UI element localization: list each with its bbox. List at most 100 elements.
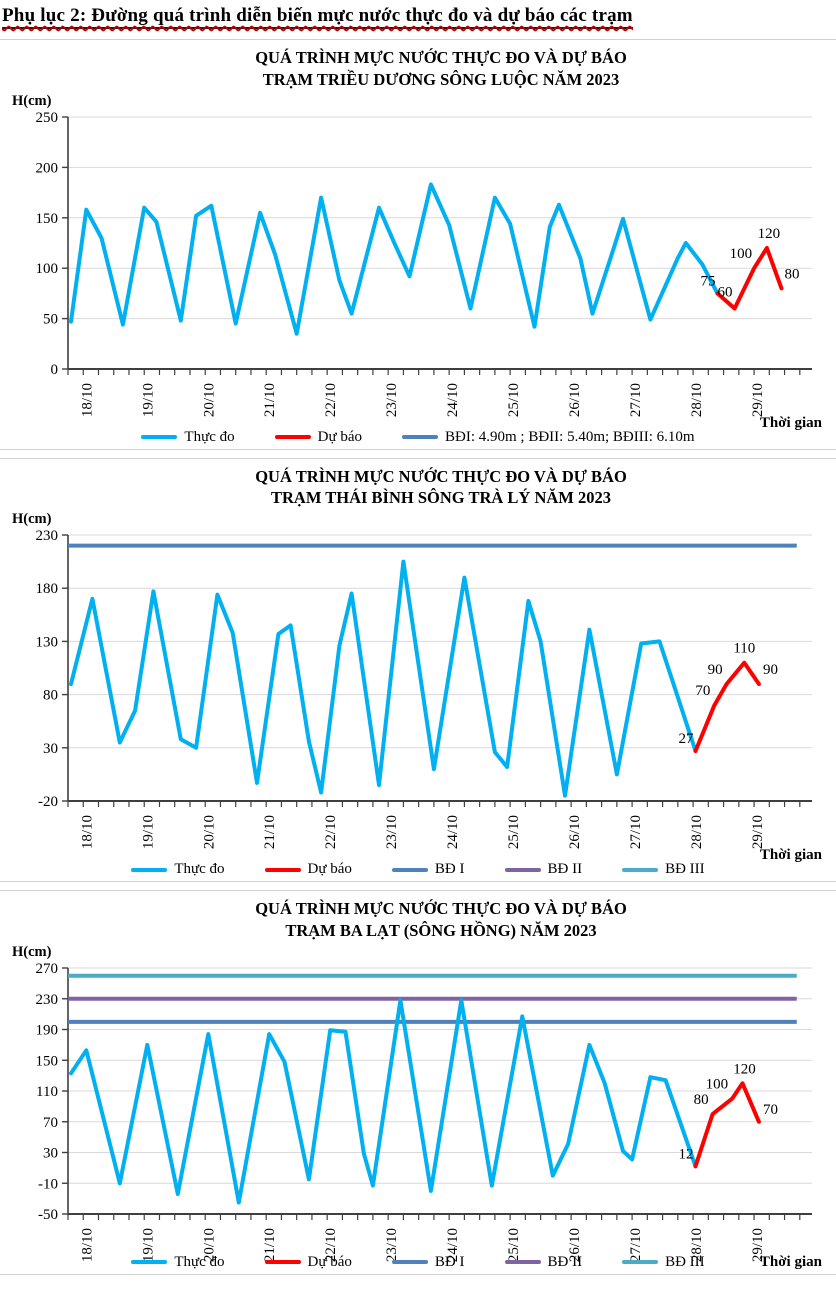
x-date-label: 19/10	[140, 383, 156, 417]
legend-item: Thực đo	[141, 429, 235, 446]
forecast-line	[715, 245, 784, 311]
x-date-label: 21/10	[262, 1228, 278, 1262]
chart-title: QUÁ TRÌNH MỰC NƯỚC THỰC ĐO VÀ DỰ BÁO TRẠ…	[0, 898, 836, 942]
x-date-label: 29/10	[750, 1228, 766, 1262]
y-tick-label: 100	[36, 261, 59, 277]
legend-label: BĐ III	[665, 1253, 705, 1270]
plot-wrap: H(cm) 0 50 100 150 200 250 18/10 19/10 20/10 21/1…	[0, 93, 836, 446]
x-date-label: 27/10	[628, 383, 644, 417]
chart-title-line1: QUÁ TRÌNH MỰC NƯỚC THỰC ĐO VÀ DỰ BÁO	[255, 48, 627, 67]
chart-thai-binh: QUÁ TRÌNH MỰC NƯỚC THỰC ĐO VÀ DỰ BÁO TRẠ…	[0, 457, 836, 883]
x-date-label: 29/10	[750, 383, 766, 417]
point-label: 110	[733, 641, 755, 657]
point-label: 100	[730, 246, 753, 262]
y-tick-label: 80	[43, 688, 58, 704]
x-date-label: 24/10	[445, 1228, 461, 1262]
legend: Thực đo Dự báo BĐ I BĐ II BĐ III	[0, 1254, 836, 1271]
y-tick-label: 150	[36, 210, 59, 226]
x-axis-title: Thời gian	[760, 415, 823, 431]
legend-item: Dự báo	[264, 861, 352, 878]
legend-swatch	[264, 1260, 301, 1265]
plot-wrap: H(cm) -50 -10 30 70 110 150 190 230 270 18/10 19/1…	[0, 944, 836, 1271]
x-date-label: 22/10	[323, 1228, 339, 1262]
legend-swatch	[141, 435, 178, 440]
legend-swatch	[264, 867, 301, 872]
legend-label: Dự báo	[307, 1253, 352, 1270]
x-date-label: 27/10	[628, 815, 644, 849]
legend-item: BĐI: 4.90m ; BĐII: 5.40m; BĐIII: 6.10m	[402, 429, 695, 446]
x-date-label: 20/10	[201, 815, 217, 849]
legend-item: Thực đo	[131, 861, 225, 878]
x-date-label: 25/10	[506, 383, 522, 417]
legend-item: BĐ II	[504, 861, 582, 878]
legend-swatch	[131, 867, 168, 872]
legend-label: Thực đo	[174, 1253, 225, 1270]
legend-label: Dự báo	[317, 428, 362, 445]
page-title: Phụ lục 2: Đường quá trình diễn biến mực…	[0, 0, 836, 39]
x-date-label: 20/10	[201, 1228, 217, 1262]
y-axis-title: H(cm)	[12, 943, 52, 960]
x-date-label: 18/10	[79, 815, 95, 849]
y-tick-label: 130	[36, 634, 59, 650]
y-tick-label: 250	[36, 110, 59, 126]
point-label: 60	[718, 284, 733, 300]
legend-item: Thực đo	[131, 1253, 225, 1271]
legend-swatch	[622, 867, 659, 872]
legend-label: BĐ I	[434, 861, 465, 878]
y-tick-label: 50	[43, 311, 58, 327]
y-tick-label: 150	[36, 1053, 59, 1069]
x-date-label: 19/10	[140, 1228, 156, 1262]
x-axis-title: Thời gian	[760, 1254, 823, 1270]
legend-label: BĐ III	[665, 861, 705, 878]
y-tick-label: 230	[36, 528, 59, 544]
x-date-label: 18/10	[79, 383, 95, 417]
legend-swatch	[504, 1260, 541, 1265]
forecast-line	[693, 660, 761, 754]
y-tick-label: 190	[36, 1022, 59, 1038]
chart-title: QUÁ TRÌNH MỰC NƯỚC THỰC ĐO VÀ DỰ BÁO TRẠ…	[0, 466, 836, 510]
point-label: 120	[758, 226, 781, 242]
x-date-label: 22/10	[323, 383, 339, 417]
legend-label: BĐ II	[547, 1253, 583, 1270]
x-date-label: 28/10	[689, 815, 705, 849]
legend: Thực đo Dự báo BĐI: 4.90m ; BĐII: 5.40m; B…	[0, 429, 836, 446]
plot-svg: -20 30 80 130 180 230 18/10 19/10 20/10 21/10 22/1…	[36, 528, 823, 863]
plot-wrap: H(cm) -20 30 80 130 180 230 18/10 19/10 20/10 21/…	[0, 511, 836, 878]
x-date-label: 26/10	[567, 815, 583, 849]
chart-trieu-duong: QUÁ TRÌNH MỰC NƯỚC THỰC ĐO VÀ DỰ BÁO TRẠ…	[0, 39, 836, 450]
x-date-label: 25/10	[506, 815, 522, 849]
plot-svg: 0 50 100 150 200 250 18/10 19/10 20/10 21/10 22/10…	[36, 110, 823, 431]
x-date-label: 23/10	[384, 815, 400, 849]
chart-title-line2: TRẠM THÁI BÌNH SÔNG TRÀ LÝ NĂM 2023	[271, 488, 611, 508]
x-axis-title: Thời gian	[760, 847, 823, 863]
x-date-label: 25/10	[506, 1228, 522, 1262]
y-tick-label: -50	[38, 1207, 58, 1223]
measured-line	[69, 559, 698, 798]
y-tick-label: 230	[36, 991, 59, 1007]
x-date-label: 23/10	[384, 1228, 400, 1262]
legend-item: BĐ III	[622, 861, 705, 878]
point-label: 12	[679, 1146, 694, 1162]
point-label: 75	[700, 273, 715, 289]
chart-title: QUÁ TRÌNH MỰC NƯỚC THỰC ĐO VÀ DỰ BÁO TRẠ…	[0, 47, 836, 91]
point-label: 120	[733, 1061, 756, 1077]
point-label: 90	[763, 662, 778, 678]
y-axis-title: H(cm)	[12, 92, 52, 109]
chart-title-line2: TRẠM TRIỀU DƯƠNG SÔNG LUỘC NĂM 2023	[262, 69, 620, 89]
legend-label: Dự báo	[307, 861, 352, 878]
x-date-label: 27/10	[628, 1228, 644, 1262]
point-label: 80	[785, 266, 800, 282]
legend-swatch	[131, 1260, 168, 1265]
x-date-label: 24/10	[445, 383, 461, 417]
x-date-label: 28/10	[689, 1228, 705, 1262]
x-date-label: 29/10	[750, 815, 766, 849]
forecast-line	[693, 1080, 761, 1168]
point-label: 90	[708, 662, 723, 678]
x-date-label: 21/10	[262, 383, 278, 417]
point-label: 70	[763, 1101, 778, 1117]
y-tick-label: 270	[36, 961, 59, 977]
legend-swatch	[274, 435, 311, 440]
point-label: 100	[706, 1076, 729, 1092]
legend-swatch	[504, 867, 541, 872]
x-date-label: 28/10	[689, 383, 705, 417]
